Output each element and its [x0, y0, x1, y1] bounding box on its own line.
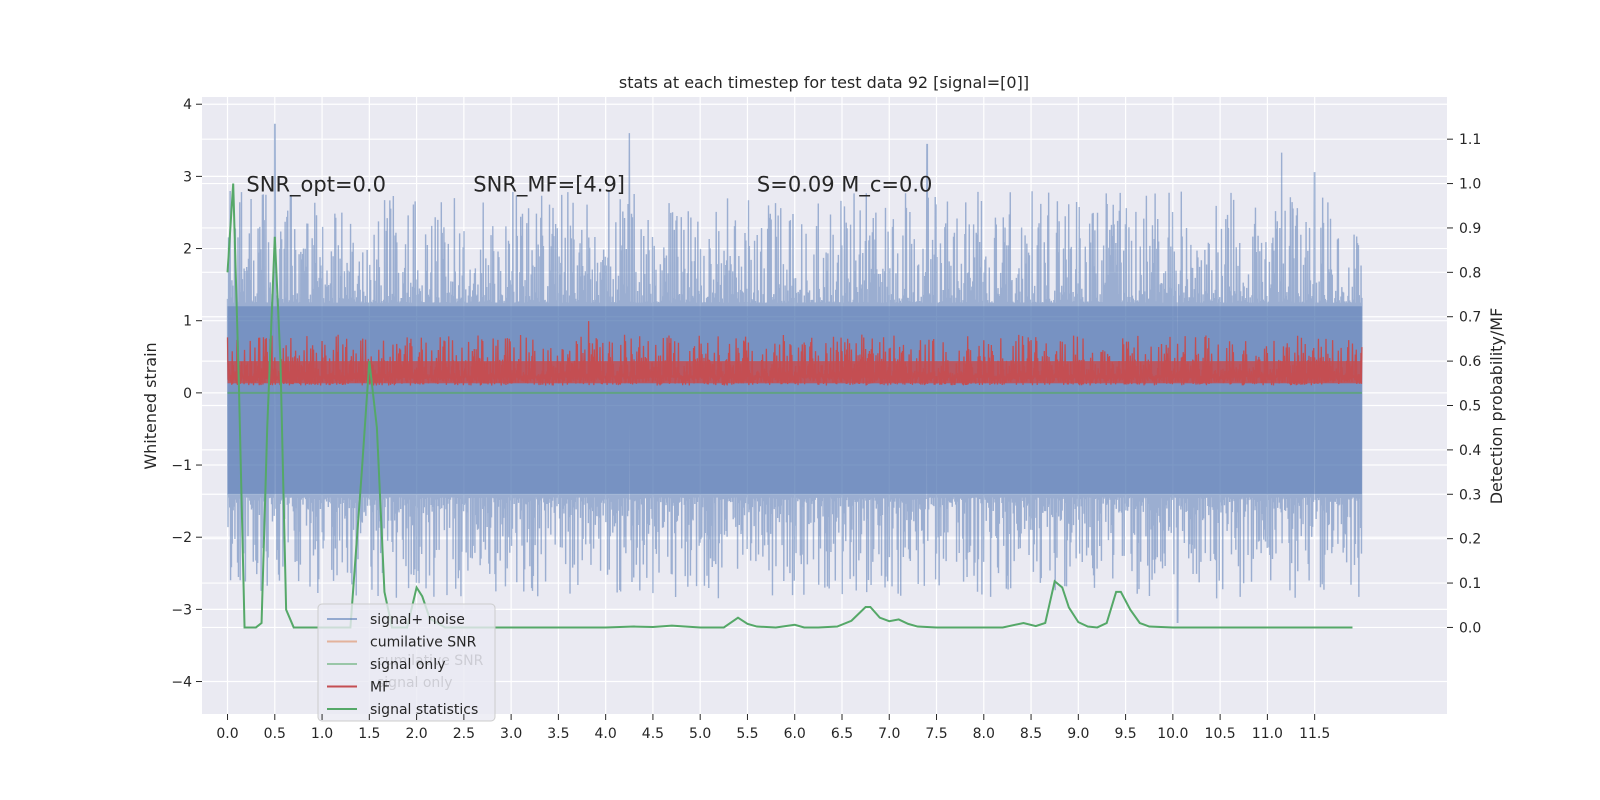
- legend-label: cumilative SNR: [370, 635, 477, 651]
- series-layer: [226, 123, 1363, 629]
- right-tick-label: 0.4: [1459, 443, 1481, 459]
- x-tick-label: 2.0: [405, 726, 427, 742]
- legend-label: MF: [370, 680, 390, 696]
- left-tick-label: 4: [183, 97, 192, 113]
- right-tick-label: 0.3: [1459, 487, 1481, 503]
- right-tick-label: 0.8: [1459, 265, 1481, 281]
- x-tick-label: 10.5: [1205, 726, 1236, 742]
- left-tick-label: 1: [183, 314, 192, 330]
- legend-label: signal statistics: [370, 702, 478, 718]
- right-tick-label: 0.5: [1459, 399, 1481, 415]
- right-tick-label: 0.6: [1459, 354, 1481, 370]
- x-tick-label: 3.5: [547, 726, 569, 742]
- y-axis-label: Whitened strain: [141, 342, 160, 469]
- x-tick-label: 8.5: [1020, 726, 1042, 742]
- annotation-text: SNR_MF=[4.9]: [473, 173, 625, 198]
- y2-axis-label: Detection probability/MF: [1487, 308, 1506, 505]
- left-tick-label: 2: [183, 242, 192, 258]
- x-tick-label: 3.0: [500, 726, 522, 742]
- legend-label: signal+ noise: [370, 612, 465, 628]
- x-tick-label: 2.5: [453, 726, 475, 742]
- right-axis-ticks: 0.0 0.1 0.2 0.3 0.4 0.5 0.6 0.7 0.8 0.9 1.0 1.1: [1447, 132, 1481, 636]
- right-tick-label: 0.7: [1459, 310, 1481, 326]
- x-tick-label: 9.5: [1114, 726, 1136, 742]
- x-tick-label: 9.0: [1067, 726, 1089, 742]
- left-tick-label: −3: [171, 602, 192, 618]
- x-tick-label: 5.5: [736, 726, 758, 742]
- signal-statistics-line: [226, 183, 1353, 629]
- right-tick-label: 0.9: [1459, 221, 1481, 237]
- right-tick-label: 1.0: [1459, 177, 1481, 193]
- x-tick-label: 8.0: [973, 726, 995, 742]
- left-tick-label: 3: [183, 169, 192, 185]
- x-tick-label: 5.0: [689, 726, 711, 742]
- legend-box: [317, 603, 496, 722]
- left-tick-label: −1: [171, 458, 192, 474]
- right-tick-label: 0.1: [1459, 576, 1481, 592]
- x-tick-label: 6.0: [784, 726, 806, 742]
- signal-noise-band: [227, 306, 1362, 494]
- signal-noise-line: [226, 123, 1363, 624]
- x-tick-label: 4.0: [595, 726, 617, 742]
- x-tick-label: 1.0: [311, 726, 333, 742]
- right-tick-label: 0.0: [1459, 620, 1481, 636]
- annotation-text: S=0.09 M_c=0.0: [757, 173, 933, 198]
- right-tick-label: 0.2: [1459, 532, 1481, 548]
- left-axis-ticks: −4 −3 −2 −1 0 1 2 3 4: [171, 97, 202, 691]
- x-axis-ticks: 0.0 0.5 1.0 1.5 2.0 2.5 3.0 3.5 4.0 4.5 5.0 5.5 6.0 6…: [216, 714, 1330, 742]
- x-tick-label: 6.5: [831, 726, 853, 742]
- legend: signal+ noise cumilative SNR signal only MF…: [317, 603, 496, 722]
- mf-line: [226, 321, 1363, 386]
- x-tick-label: 0.5: [264, 726, 286, 742]
- left-tick-label: 0: [183, 386, 192, 402]
- left-tick-label: −2: [171, 530, 192, 546]
- annotation-text: SNR_opt=0.0: [246, 173, 386, 198]
- x-tick-label: 11.0: [1252, 726, 1283, 742]
- chart-title: stats at each timestep for test data 92 …: [619, 73, 1029, 92]
- x-tick-label: 0.0: [216, 726, 238, 742]
- x-tick-label: 1.5: [358, 726, 380, 742]
- right-tick-label: 1.1: [1459, 132, 1481, 148]
- x-tick-label: 10.0: [1157, 726, 1188, 742]
- left-tick-label: −4: [171, 675, 192, 691]
- x-tick-label: 4.5: [642, 726, 664, 742]
- x-tick-label: 7.0: [878, 726, 900, 742]
- x-tick-label: 11.5: [1299, 726, 1330, 742]
- legend-label: signal only: [370, 657, 445, 673]
- x-tick-label: 7.5: [925, 726, 947, 742]
- annotations: SNR_opt=0.0 SNR_MF=[4.9] S=0.09 M_c=0.0: [246, 173, 932, 198]
